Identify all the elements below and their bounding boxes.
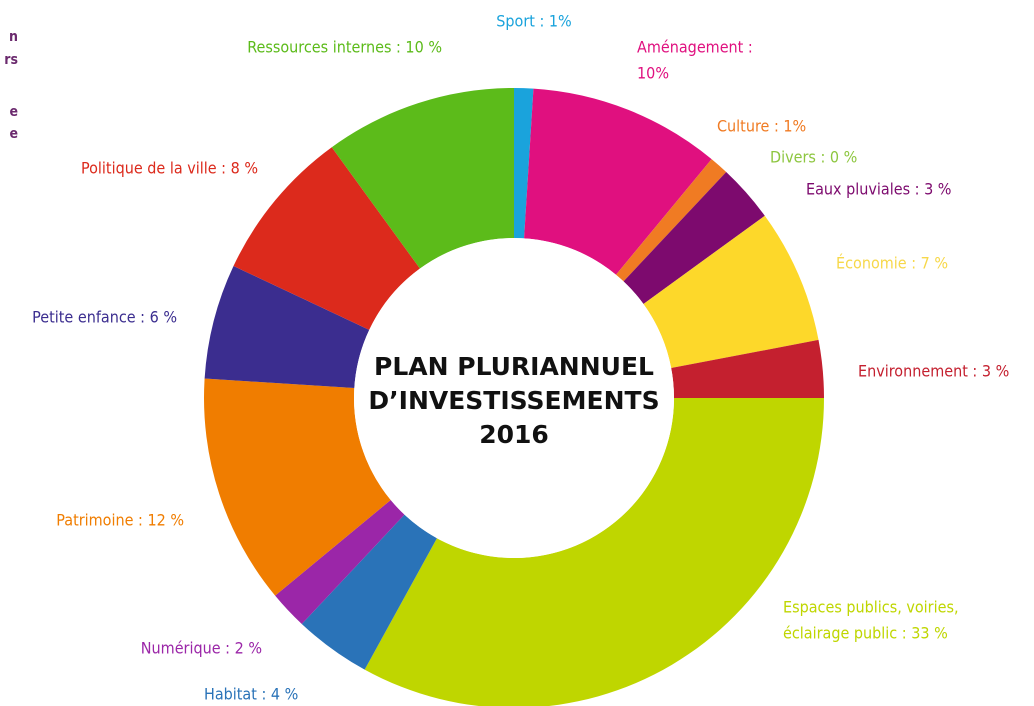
slice-label: Patrimoine : 12 % (56, 511, 184, 530)
cut-text: e (9, 104, 18, 120)
chart-title: PLAN PLURIANNUEL (374, 352, 654, 381)
slice-label: Petite enfance : 6 % (32, 308, 177, 327)
donut-slice (623, 172, 765, 304)
donut-slice (275, 499, 405, 624)
donut-slice (615, 159, 727, 282)
chart-title: 2016 (479, 420, 549, 449)
donut-slice (671, 339, 824, 398)
slice-label: Espaces publics, voiries, (783, 598, 959, 617)
slice-label: Divers : 0 % (770, 148, 857, 167)
slice-label: Politique de la ville : 8 % (81, 159, 258, 178)
donut-slice (233, 147, 420, 330)
slice-label: Habitat : 4 % (204, 685, 298, 704)
cut-text: e (9, 126, 18, 142)
donut-slice (204, 378, 391, 596)
cut-text: n (9, 29, 18, 45)
cut-text: rs (4, 52, 18, 68)
slice-label: Sport : 1% (496, 12, 571, 31)
chart-title: D’INVESTISSEMENTS (368, 386, 659, 415)
donut-slice (301, 514, 437, 670)
donut-slice (524, 88, 712, 275)
donut-slice (331, 88, 514, 269)
slice-label: Numérique : 2 % (141, 639, 262, 658)
donut-slice (204, 266, 370, 388)
donut-slice (643, 215, 819, 369)
donut-slice (364, 398, 824, 706)
slice-label: Environnement : 3 % (858, 362, 1009, 381)
slice-label: 10% (637, 64, 669, 83)
slice-label: Culture : 1% (717, 117, 806, 136)
slice-label: Aménagement : (637, 38, 753, 57)
slice-label: éclairage public : 33 % (783, 624, 948, 643)
slice-label: Économie : 7 % (836, 254, 948, 273)
donut-slice (514, 88, 534, 239)
donut-hole (354, 238, 674, 558)
slice-label: Ressources internes : 10 % (247, 38, 442, 57)
slice-label: Eaux pluviales : 3 % (806, 180, 951, 199)
